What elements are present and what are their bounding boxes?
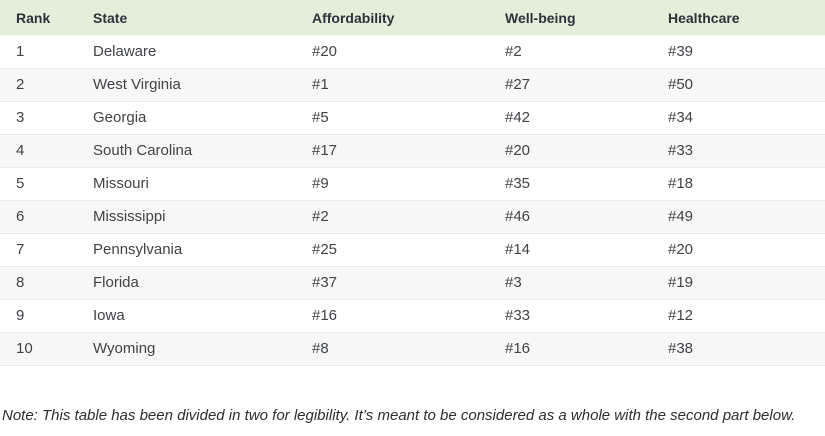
cell-healthcare: #20 xyxy=(652,233,825,267)
cell-wellbeing: #33 xyxy=(489,299,652,333)
cell-affordability: #16 xyxy=(296,299,489,333)
table-row: 4 South Carolina #17 #20 #33 xyxy=(0,134,825,168)
table-row: 10 Wyoming #8 #16 #38 xyxy=(0,332,825,366)
cell-wellbeing: #14 xyxy=(489,233,652,267)
cell-rank: 8 xyxy=(0,266,77,300)
table-row: 3 Georgia #5 #42 #34 xyxy=(0,101,825,135)
cell-healthcare: #19 xyxy=(652,266,825,300)
cell-affordability: #37 xyxy=(296,266,489,300)
cell-affordability: #20 xyxy=(296,35,489,69)
cell-affordability: #5 xyxy=(296,101,489,135)
table-header: Rank State Affordability Well-being Heal… xyxy=(0,0,825,35)
table-header-row: Rank State Affordability Well-being Heal… xyxy=(0,0,825,35)
column-header-rank: Rank xyxy=(0,0,77,35)
cell-affordability: #2 xyxy=(296,200,489,234)
cell-affordability: #17 xyxy=(296,134,489,168)
cell-wellbeing: #3 xyxy=(489,266,652,300)
cell-healthcare: #38 xyxy=(652,332,825,366)
table-note: Note: This table has been divided in two… xyxy=(2,406,796,424)
table-row: 6 Mississippi #2 #46 #49 xyxy=(0,200,825,234)
table-row: 8 Florida #37 #3 #19 xyxy=(0,266,825,300)
cell-affordability: #9 xyxy=(296,167,489,201)
cell-affordability: #1 xyxy=(296,68,489,102)
cell-state: Georgia xyxy=(77,101,296,135)
cell-wellbeing: #35 xyxy=(489,167,652,201)
cell-rank: 6 xyxy=(0,200,77,234)
column-header-wellbeing: Well-being xyxy=(489,0,652,35)
cell-rank: 10 xyxy=(0,332,77,366)
cell-affordability: #8 xyxy=(296,332,489,366)
cell-healthcare: #33 xyxy=(652,134,825,168)
table-row: 5 Missouri #9 #35 #18 xyxy=(0,167,825,201)
cell-wellbeing: #16 xyxy=(489,332,652,366)
table-row: 2 West Virginia #1 #27 #50 xyxy=(0,68,825,102)
state-rankings-table: Rank State Affordability Well-being Heal… xyxy=(0,0,825,366)
cell-state: Mississippi xyxy=(77,200,296,234)
cell-healthcare: #50 xyxy=(652,68,825,102)
cell-rank: 1 xyxy=(0,35,77,69)
cell-affordability: #25 xyxy=(296,233,489,267)
cell-healthcare: #39 xyxy=(652,35,825,69)
cell-rank: 4 xyxy=(0,134,77,168)
table-row: 9 Iowa #16 #33 #12 xyxy=(0,299,825,333)
cell-rank: 5 xyxy=(0,167,77,201)
cell-state: Missouri xyxy=(77,167,296,201)
table-row: 7 Pennsylvania #25 #14 #20 xyxy=(0,233,825,267)
cell-state: Pennsylvania xyxy=(77,233,296,267)
cell-wellbeing: #46 xyxy=(489,200,652,234)
cell-wellbeing: #2 xyxy=(489,35,652,69)
cell-state: Iowa xyxy=(77,299,296,333)
cell-state: Wyoming xyxy=(77,332,296,366)
cell-rank: 9 xyxy=(0,299,77,333)
cell-healthcare: #12 xyxy=(652,299,825,333)
cell-rank: 3 xyxy=(0,101,77,135)
cell-rank: 7 xyxy=(0,233,77,267)
column-header-state: State xyxy=(77,0,296,35)
cell-state: South Carolina xyxy=(77,134,296,168)
column-header-healthcare: Healthcare xyxy=(652,0,825,35)
table-row: 1 Delaware #20 #2 #39 xyxy=(0,35,825,69)
cell-wellbeing: #20 xyxy=(489,134,652,168)
cell-wellbeing: #27 xyxy=(489,68,652,102)
column-header-affordability: Affordability xyxy=(296,0,489,35)
cell-state: Delaware xyxy=(77,35,296,69)
cell-state: Florida xyxy=(77,266,296,300)
cell-healthcare: #18 xyxy=(652,167,825,201)
cell-healthcare: #49 xyxy=(652,200,825,234)
cell-healthcare: #34 xyxy=(652,101,825,135)
cell-rank: 2 xyxy=(0,68,77,102)
cell-state: West Virginia xyxy=(77,68,296,102)
table-body: 1 Delaware #20 #2 #39 2 West Virginia #1… xyxy=(0,35,825,366)
cell-wellbeing: #42 xyxy=(489,101,652,135)
